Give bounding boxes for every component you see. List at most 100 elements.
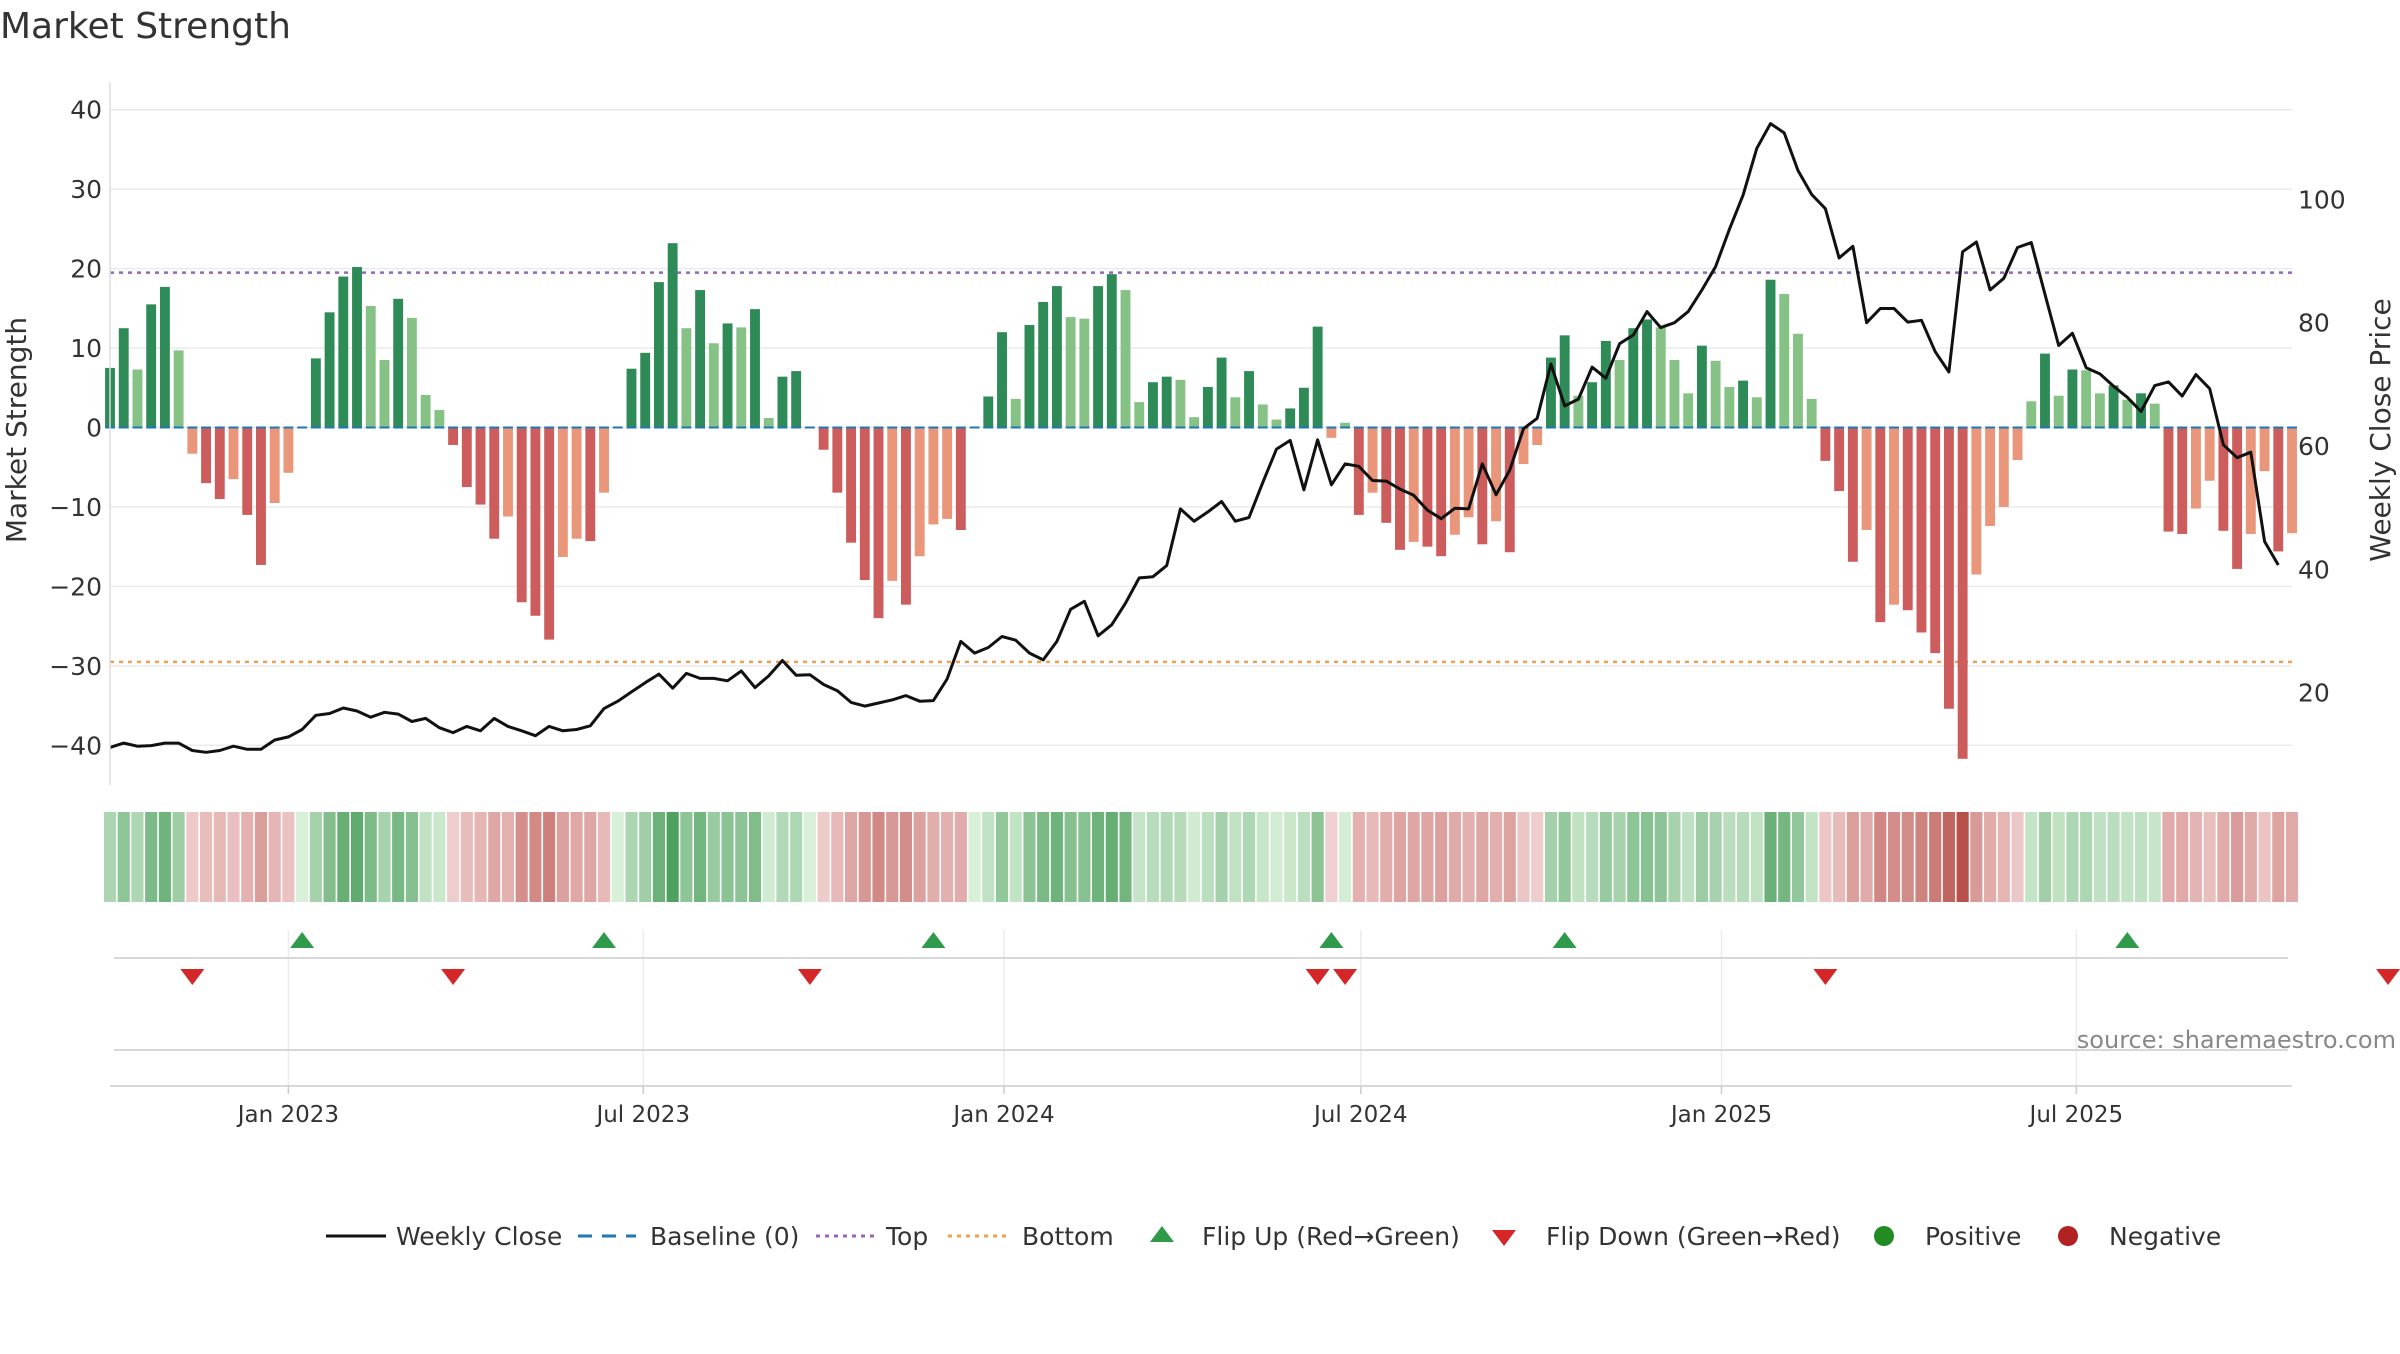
strength-bar — [1216, 357, 1227, 428]
y-axis-label: Market Strength — [0, 317, 33, 543]
strength-bar — [393, 298, 404, 428]
strength-bar — [942, 427, 953, 519]
strength-bar — [434, 410, 445, 428]
strength-bar — [2287, 427, 2297, 534]
strength-bar — [530, 427, 541, 616]
heat-cell — [803, 812, 816, 902]
heat-cell — [1572, 812, 1585, 902]
strength-bar — [1861, 427, 1872, 530]
strength-bar — [310, 358, 321, 428]
heat-cell — [158, 812, 171, 902]
heat-cell — [529, 812, 542, 902]
strength-bar — [2081, 370, 2092, 428]
heat-cell — [1682, 812, 1695, 902]
heat-cell — [1544, 812, 1558, 902]
heat-cell — [584, 812, 597, 902]
y2-tick-label: 60 — [2298, 432, 2330, 461]
x-tick-label: Jan 2025 — [1669, 1102, 1772, 1128]
heat-cell — [2107, 812, 2120, 902]
heat-cell — [2066, 812, 2079, 902]
flip-up-marker — [2115, 932, 2140, 948]
heat-cell — [762, 812, 775, 902]
heat-cell — [1119, 812, 1132, 902]
strength-bar — [1367, 427, 1378, 493]
heat-cell — [1531, 812, 1544, 902]
legend-flip-up-icon — [1150, 1226, 1174, 1242]
heat-cell — [790, 812, 803, 902]
heat-cell — [694, 812, 707, 902]
strength-bar — [269, 427, 280, 503]
strength-bar — [1010, 398, 1021, 428]
strength-bar — [1202, 386, 1213, 428]
heat-cell — [1174, 812, 1187, 902]
heat-cell — [721, 812, 734, 902]
strength-bar — [873, 427, 884, 619]
strength-bar — [1600, 340, 1611, 428]
x-tick-label: Jan 2024 — [951, 1102, 1054, 1128]
strength-bar — [2163, 427, 2174, 532]
heat-cell — [1640, 812, 1654, 902]
heat-cell — [501, 812, 515, 902]
heat-cell — [296, 812, 309, 902]
strength-bar — [2040, 353, 2050, 428]
x-tick-label: Jul 2024 — [1312, 1102, 1408, 1128]
heat-cell — [831, 812, 844, 902]
heat-cell — [1229, 812, 1242, 902]
strength-bar — [159, 286, 170, 428]
strength-bar — [695, 290, 706, 428]
heat-cell — [1750, 812, 1763, 902]
heat-cell — [2176, 812, 2189, 902]
x-axis: Jan 2023 Jul 2023 Jan 2024 Jul 2024 Jan 2025… — [110, 1049, 2292, 1128]
strength-bar — [2053, 395, 2064, 428]
legend-positive-label: Positive — [1925, 1222, 2021, 1251]
strength-bar — [1463, 427, 1474, 518]
heat-cell — [117, 812, 130, 902]
heat-cell — [1970, 812, 1983, 902]
strength-bar — [173, 350, 184, 428]
heat-cell — [556, 812, 569, 902]
strength-bar — [1491, 427, 1501, 522]
heat-cell — [2052, 812, 2065, 902]
chart-title: Market Strength — [0, 6, 291, 47]
heat-cell — [858, 812, 871, 902]
heat-cell — [1956, 812, 1969, 902]
heat-cell — [1064, 812, 1077, 902]
heat-cell — [2272, 812, 2285, 902]
strength-bar — [2094, 393, 2105, 428]
weekly-close-line — [109, 122, 2280, 754]
heat-cell — [954, 812, 967, 902]
strength-bar — [846, 427, 856, 543]
heat-cell — [1284, 812, 1297, 902]
x-tick-label: Jan 2023 — [236, 1102, 339, 1128]
heat-cell — [227, 812, 240, 902]
strength-bar — [1340, 422, 1351, 428]
strength-bar — [1271, 419, 1282, 428]
strength-bar — [1820, 427, 1831, 461]
y-tick-label: 30 — [70, 175, 102, 204]
strength-bar — [2245, 427, 2256, 534]
strength-bar — [214, 427, 225, 499]
heat-cell — [364, 812, 377, 902]
y-tick-label: 20 — [70, 255, 102, 284]
strength-bar — [338, 276, 349, 428]
heat-cell — [1476, 812, 1489, 902]
strength-bar — [1285, 408, 1296, 428]
reference-lines — [110, 271, 2292, 664]
heat-cell — [1833, 812, 1846, 902]
strength-bar — [1738, 380, 1749, 428]
y2-tick-label: 100 — [2298, 185, 2346, 214]
heat-cell — [1984, 812, 1997, 902]
strength-bar — [228, 427, 239, 480]
heat-cell — [1270, 812, 1283, 902]
flip-up-marker — [290, 932, 315, 948]
strength-bar — [2204, 427, 2215, 481]
heat-cell — [666, 812, 679, 902]
strength-bar — [997, 332, 1007, 428]
heat-cell — [1654, 812, 1667, 902]
flip-down-marker — [2376, 969, 2400, 985]
strength-bar — [1889, 427, 1899, 605]
strength-bar — [1051, 286, 1062, 428]
y-tick-label: 40 — [70, 96, 102, 125]
strength-bar — [2218, 427, 2229, 531]
